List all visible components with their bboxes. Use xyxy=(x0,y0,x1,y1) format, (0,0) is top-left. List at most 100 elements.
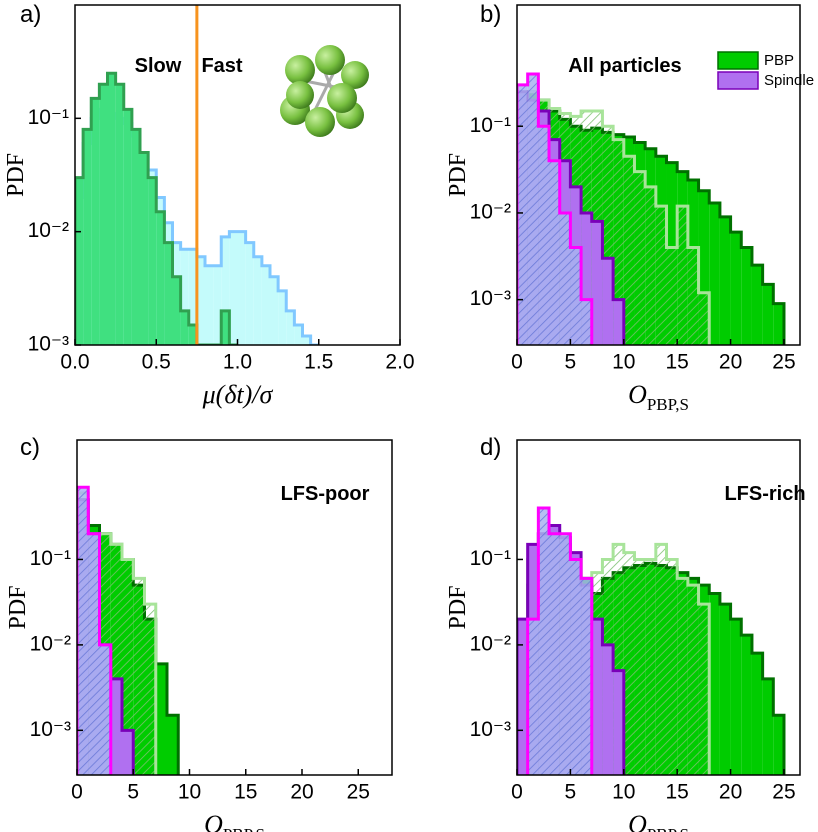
x-axis-label: OPBP,S xyxy=(628,380,689,414)
hist-bar xyxy=(687,585,699,775)
hist-bar xyxy=(549,160,560,345)
plot-area xyxy=(75,5,319,345)
hist-bar xyxy=(527,619,539,775)
x-tick-label: 15 xyxy=(666,781,689,804)
annotation: LFS-poor xyxy=(281,483,370,505)
hist-bar xyxy=(155,663,167,775)
x-tick-label: 5 xyxy=(565,781,577,804)
annotation: All particles xyxy=(568,55,681,77)
hist-bar xyxy=(773,715,784,775)
y-tick-label: 10⁻¹ xyxy=(470,547,511,570)
x-tick-label: 25 xyxy=(772,781,795,804)
series xyxy=(77,485,113,775)
hist-bar xyxy=(253,256,262,345)
x-tick-label: 15 xyxy=(666,351,689,374)
y-axis-label: PDF xyxy=(3,153,29,197)
hist-bar xyxy=(762,284,774,345)
hist-bar xyxy=(730,232,742,345)
hist-bar xyxy=(172,276,181,345)
y-tick-label: 10⁻² xyxy=(28,219,69,242)
hist-bar xyxy=(730,619,742,775)
hist-outline xyxy=(77,485,113,775)
hist-bar xyxy=(613,544,624,775)
panel: 0 5 10 15 20 25 10⁻³ 10⁻² 10⁻¹ b) PDF OPBP,S All par… xyxy=(445,1,814,414)
hist-bar xyxy=(570,559,582,775)
hist-bar xyxy=(77,487,89,775)
hist-bar xyxy=(88,533,100,775)
hist-bar xyxy=(99,644,111,775)
hist-bar xyxy=(645,186,656,345)
panel: 0 5 10 15 20 25 10⁻³ 10⁻² 10⁻¹ d) PDF OPBP,S LFS-ric… xyxy=(445,434,806,832)
panel: 0 5 10 15 20 25 10⁻³ 10⁻² 10⁻¹ c) PDF OPBP,S LFS-poo… xyxy=(5,434,393,832)
x-tick-label: 0 xyxy=(511,351,523,374)
x-tick-label: 0 xyxy=(71,781,83,804)
frame xyxy=(516,439,801,776)
hist-bar xyxy=(156,211,165,345)
hist-bar xyxy=(110,544,122,775)
x-tick-label: 0.5 xyxy=(142,351,171,374)
hist-bar xyxy=(196,256,205,345)
hist-bar xyxy=(677,206,688,345)
hist-bar xyxy=(538,126,550,345)
hist-bar xyxy=(645,559,656,775)
hist-bar xyxy=(107,73,116,345)
frame xyxy=(76,439,393,776)
hist-bar xyxy=(741,247,752,345)
hist-bar xyxy=(655,544,667,775)
x-axis-label-main: μ(δt)/σ xyxy=(202,380,274,409)
hist-bar xyxy=(517,84,528,345)
plot-area xyxy=(77,485,180,775)
hist-bar xyxy=(613,670,624,775)
y-tick-label: 10⁻³ xyxy=(470,718,511,741)
hist-bar xyxy=(527,74,539,345)
hist-bar xyxy=(213,265,222,345)
hist-bar xyxy=(270,276,279,345)
hist-bar xyxy=(741,635,752,775)
annotation: LFS-rich xyxy=(724,483,805,505)
x-tick-label: 2.0 xyxy=(385,351,414,374)
hist-bar xyxy=(205,265,214,345)
y-tick-label: 10⁻² xyxy=(30,632,71,655)
hist-bar xyxy=(188,325,197,345)
legend-label: PBP xyxy=(764,52,794,69)
x-axis-label-sub: PBP,S xyxy=(223,825,265,832)
hist-outline xyxy=(526,506,594,775)
hist-bar xyxy=(144,604,156,775)
hist-bar xyxy=(99,84,108,345)
y-tick-label: 10⁻¹ xyxy=(470,114,511,137)
hist-bar xyxy=(286,310,295,345)
legend-label: Spindle xyxy=(764,72,814,89)
hist-bar xyxy=(164,242,173,345)
hist-bar xyxy=(122,730,134,775)
x-tick-label: 25 xyxy=(347,781,370,804)
hist-bar xyxy=(538,508,550,775)
x-axis-label: μ(δt)/σ xyxy=(202,380,274,409)
x-tick-label: 10 xyxy=(612,781,635,804)
hist-bar xyxy=(133,578,145,775)
series xyxy=(526,506,594,775)
y-tick-label: 10⁻³ xyxy=(470,287,511,310)
x-axis-label-main: O xyxy=(628,810,647,832)
hist-bar xyxy=(123,109,132,345)
hist-bar xyxy=(559,533,571,775)
panel-label: a) xyxy=(20,1,41,28)
x-tick-label: 20 xyxy=(290,781,313,804)
series xyxy=(75,71,238,345)
hist-bar xyxy=(245,242,254,345)
hist-bar xyxy=(237,231,246,345)
y-tick-label: 10⁻¹ xyxy=(28,106,69,129)
frame xyxy=(516,4,801,346)
annotation: Fast xyxy=(201,55,242,77)
hist-bar xyxy=(188,249,197,345)
hist-bar xyxy=(602,258,614,345)
x-axis-label-main: O xyxy=(204,810,223,832)
hist-outline xyxy=(517,72,594,345)
hist-bar xyxy=(278,290,287,345)
hist-bar xyxy=(122,559,134,775)
hist-bar xyxy=(591,221,603,345)
cluster-icon xyxy=(280,45,369,137)
hist-bar xyxy=(83,129,92,345)
legend-swatch xyxy=(717,51,759,70)
x-tick-label: 10 xyxy=(178,781,201,804)
hist-bar xyxy=(751,265,763,345)
